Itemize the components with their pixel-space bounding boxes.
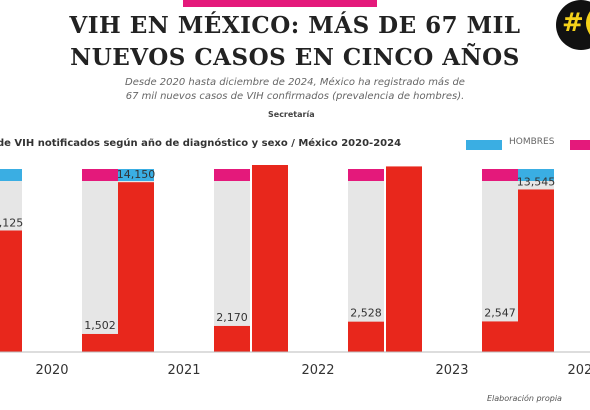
x-tick-label-2023: 2023 bbox=[435, 363, 468, 378]
bar-cap-mujeres bbox=[482, 169, 518, 181]
bar-mujeres-2023 bbox=[482, 321, 518, 352]
bar-cap-mujeres bbox=[82, 169, 118, 181]
bar-cap-mujeres bbox=[348, 169, 384, 181]
subtitle-line1: Desde 2020 hasta diciembre de 2024, Méxi… bbox=[125, 77, 465, 88]
data-label-mujeres-2020: 1,502 bbox=[84, 319, 116, 332]
bar-cap-mujeres bbox=[214, 169, 250, 181]
legend-swatch-hombres bbox=[466, 140, 502, 150]
source-label: Secretaría bbox=[268, 110, 315, 119]
data-label-hombres-2020: 10,125 bbox=[0, 217, 23, 230]
x-tick-label-2021: 2021 bbox=[167, 363, 200, 378]
data-label-mujeres-2021: 2,170 bbox=[216, 311, 248, 324]
bar-hombres-2020 bbox=[0, 230, 22, 352]
bar-hombres-2021 bbox=[118, 182, 154, 352]
chart-subtitle: de VIH notificados según año de diagnóst… bbox=[0, 138, 402, 149]
bar-chart: 10,1251,502202014,1502,170202115,6252,52… bbox=[0, 165, 590, 378]
x-tick-label-2020: 2020 bbox=[35, 363, 68, 378]
bar-hombres-2023 bbox=[386, 166, 422, 352]
top-accent-bar bbox=[183, 0, 377, 7]
bar-hombres-2024 bbox=[518, 189, 554, 352]
bar-mujeres-2022 bbox=[348, 321, 384, 352]
chart-title-line1: VIH EN MÉXICO: MÁS DE 67 MIL bbox=[69, 12, 521, 39]
legend-swatch-mujeres bbox=[570, 140, 590, 150]
bar-mujeres-2020 bbox=[82, 333, 118, 352]
x-tick-label-2024: 2024 bbox=[567, 363, 590, 378]
bar-background-mujeres bbox=[214, 181, 250, 352]
bar-hombres-2022 bbox=[252, 165, 288, 352]
hashtag-badge-logo: #( bbox=[556, 0, 590, 50]
bar-cap-hombres bbox=[518, 169, 554, 181]
data-label-mujeres-2023: 2,547 bbox=[484, 306, 516, 319]
x-tick-label-2022: 2022 bbox=[301, 363, 334, 378]
bar-background-mujeres bbox=[82, 181, 118, 352]
footer-note: Elaboración propia bbox=[487, 394, 562, 403]
chart-title-line2: NUEVOS CASOS EN CINCO AÑOS bbox=[70, 44, 520, 71]
data-label-hombres-2021: 14,150 bbox=[117, 168, 156, 181]
bar-cap-hombres bbox=[0, 169, 22, 181]
legend-label-hombres: HOMBRES bbox=[509, 137, 555, 147]
bar-cap-hombres bbox=[118, 169, 154, 181]
subtitle-line2: 67 mil nuevos casos de VIH confirmados (… bbox=[125, 91, 465, 102]
bar-mujeres-2021 bbox=[214, 325, 250, 352]
data-label-mujeres-2022: 2,528 bbox=[350, 307, 382, 320]
data-label-hombres-2024: 13,545 bbox=[517, 175, 556, 188]
badge-text: #( bbox=[562, 8, 590, 38]
